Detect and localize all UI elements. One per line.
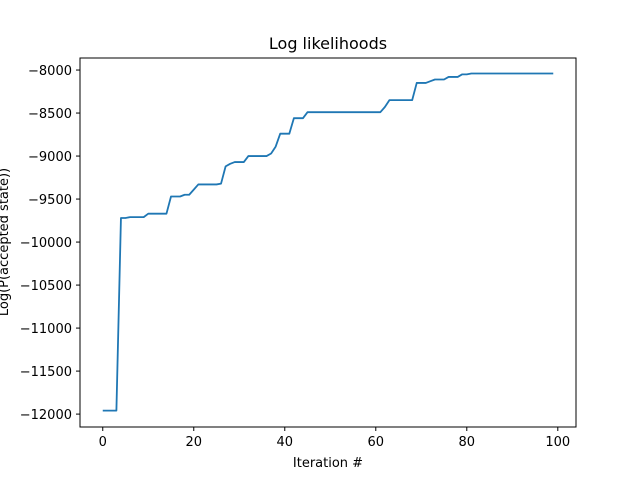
x-tick-label: 60 [368, 435, 385, 450]
x-tick-label: 20 [185, 435, 202, 450]
x-tick-label: 40 [276, 435, 293, 450]
y-tick-label: −11500 [20, 365, 72, 380]
y-tick-label: −12000 [20, 408, 72, 423]
plot-area [102, 72, 554, 412]
x-axis: 0 20 40 60 80 100 [99, 427, 570, 450]
series-line [102, 72, 554, 412]
x-tick-label: 80 [459, 435, 476, 450]
y-tick-label: −9500 [28, 193, 72, 208]
y-tick-label: −11000 [20, 322, 72, 337]
x-axis-label: Iteration # [293, 456, 363, 471]
y-axis-label: Log(P(accepted state)) [0, 168, 12, 316]
y-tick-label: −10500 [20, 279, 72, 294]
y-axis: −8000 −8500 −9000 −9500 −10000 −10500 −11000 −1… [20, 64, 80, 423]
y-tick-label: −9000 [28, 150, 72, 165]
y-tick-label: −8000 [28, 64, 72, 79]
y-tick-label: −10000 [20, 236, 72, 251]
y-tick-label: −8500 [28, 107, 72, 122]
x-tick-label: 0 [99, 435, 107, 450]
x-tick-label: 100 [545, 435, 570, 450]
chart-title: Log likelihoods [269, 34, 387, 53]
